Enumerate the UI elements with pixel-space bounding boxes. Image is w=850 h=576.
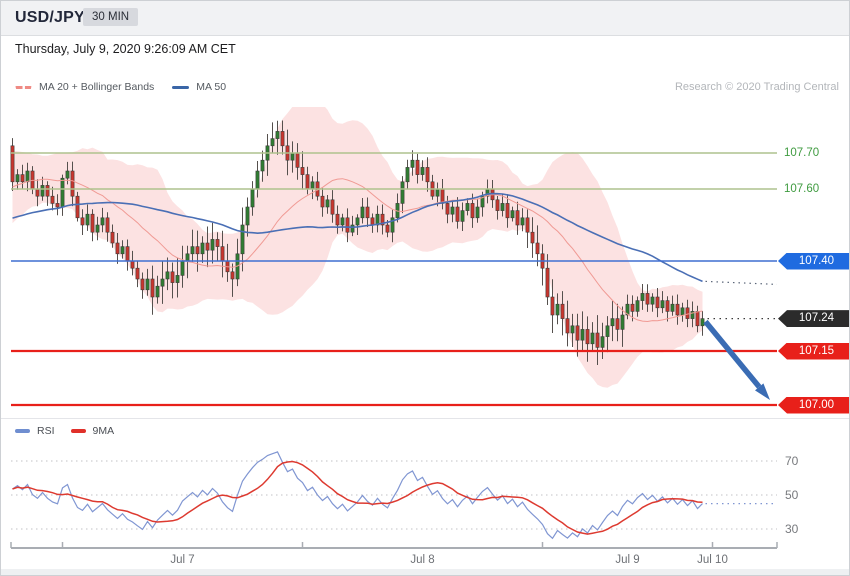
rsi-9ma-swatch-icon	[70, 429, 86, 433]
rsi-grid-label-50: 50	[785, 488, 799, 502]
time-axis-label-Jul-8: Jul 8	[410, 554, 434, 566]
legend-label-9ma: 9MA	[92, 425, 115, 437]
price-tag-107.15: 107.15	[778, 342, 849, 360]
rsi-swatch-icon	[15, 429, 30, 433]
legend-label-rsi: RSI	[37, 425, 55, 437]
price-tag-107.00: 107.00	[778, 396, 849, 414]
ma50-line	[12, 192, 703, 283]
research-credit: Research © 2020 Trading Central	[674, 81, 839, 93]
legend-label-ma20: MA 20 + Bollinger Bands	[39, 81, 155, 93]
symbol-title: USD/JPY	[15, 9, 85, 26]
price-label-107.60: 107.60	[784, 183, 820, 195]
ma20-swatch-icon	[15, 85, 32, 89]
legend-item-ma20-bollinger: MA 20 + Bollinger Bands	[15, 81, 154, 93]
rsi-legend: RSI 9MA	[15, 425, 114, 437]
legend-item-ma50: MA 50	[172, 81, 226, 93]
ma20-line	[12, 178, 703, 323]
forecast-arrow-head	[755, 383, 770, 400]
legend-item-9ma: 9MA	[70, 425, 115, 437]
title-bar: USD/JPY 30 MIN	[1, 1, 849, 36]
panel-divider	[1, 418, 849, 419]
bottom-strip	[1, 569, 849, 575]
bollinger-band	[12, 107, 703, 388]
price-tag-107.24: 107.24	[778, 310, 849, 328]
time-axis-label-Jul-9: Jul 9	[615, 554, 639, 566]
price-tag-107.40: 107.40	[778, 252, 849, 270]
ma50-swatch-icon	[172, 85, 190, 89]
rsi-grid-label-30: 30	[785, 522, 799, 536]
legend-item-rsi: RSI	[15, 425, 55, 437]
rsi-9ma-line	[12, 460, 703, 535]
forecast-arrow-shaft	[703, 319, 762, 389]
legend-label-ma50: MA 50	[196, 81, 227, 93]
chart-datetime: Thursday, July 9, 2020 9:26:09 AM CET	[15, 42, 236, 56]
candles	[10, 120, 705, 365]
main-chart-plot	[10, 107, 705, 388]
main-chart-legend: MA 20 + Bollinger Bands MA 50	[15, 81, 226, 93]
price-label-107.70: 107.70	[784, 147, 820, 159]
rsi-line	[12, 451, 703, 540]
rsi-plot	[12, 451, 703, 540]
timeframe-badge: 30 MIN	[83, 8, 139, 26]
ma50-projection-dotted	[705, 280, 778, 285]
time-axis-label-Jul-10: Jul 10	[697, 554, 728, 566]
time-axis-label-Jul-7: Jul 7	[170, 554, 194, 566]
rsi-grid-label-70: 70	[785, 454, 799, 468]
